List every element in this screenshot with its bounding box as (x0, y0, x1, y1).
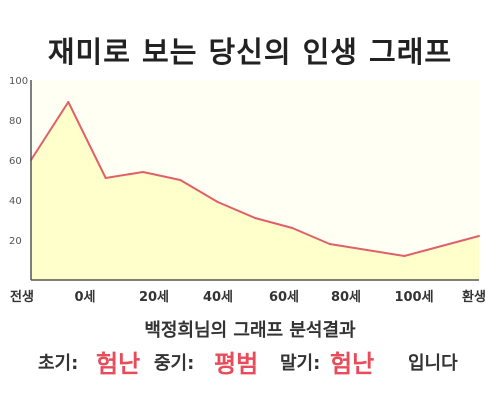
late-label: 말기: (280, 353, 321, 374)
data-point (216, 201, 219, 203)
x-tick-label: 100세 (394, 290, 433, 305)
y-tick-label: 40 (9, 196, 22, 207)
analysis-subtitle: 백정희님의 그래프 분석결과 (144, 320, 356, 341)
x-tick-label: 80세 (331, 290, 361, 305)
data-point (104, 177, 107, 179)
data-point (403, 255, 406, 257)
y-tick-label: 100 (9, 76, 28, 87)
chart-title: 재미로 보는 당신의 인생 그래프 (47, 35, 453, 69)
y-tick-label: 80 (9, 116, 22, 127)
data-point (254, 217, 256, 219)
y-tick-label: 20 (9, 236, 22, 247)
x-tick-label: 20세 (139, 290, 169, 305)
early-label: 초기: (38, 353, 79, 374)
life-area-fill (31, 102, 479, 280)
data-point (142, 171, 144, 173)
early-value: 험난 (96, 350, 141, 378)
data-point (478, 235, 480, 237)
x-tick-label: 환생 (462, 289, 486, 305)
data-point (179, 179, 182, 181)
y-tick-label: 60 (9, 156, 22, 167)
x-tick-label: 전생 (10, 289, 34, 305)
x-tick-label: 60세 (269, 290, 299, 305)
data-point (291, 227, 294, 229)
ending-text: 입니다 (408, 353, 458, 374)
data-point (328, 243, 331, 245)
analysis-summary: 초기: 험난 중기: 평범 말기: 험난 입니다 (0, 349, 500, 379)
data-point (366, 249, 368, 251)
data-point (440, 245, 443, 247)
x-tick-label: 0세 (74, 290, 95, 305)
data-point (67, 101, 70, 103)
x-tick-label: 40세 (203, 290, 233, 305)
mid-label: 중기: (154, 353, 195, 374)
late-value: 험난 (330, 350, 375, 378)
mid-value: 평범 (214, 350, 259, 378)
